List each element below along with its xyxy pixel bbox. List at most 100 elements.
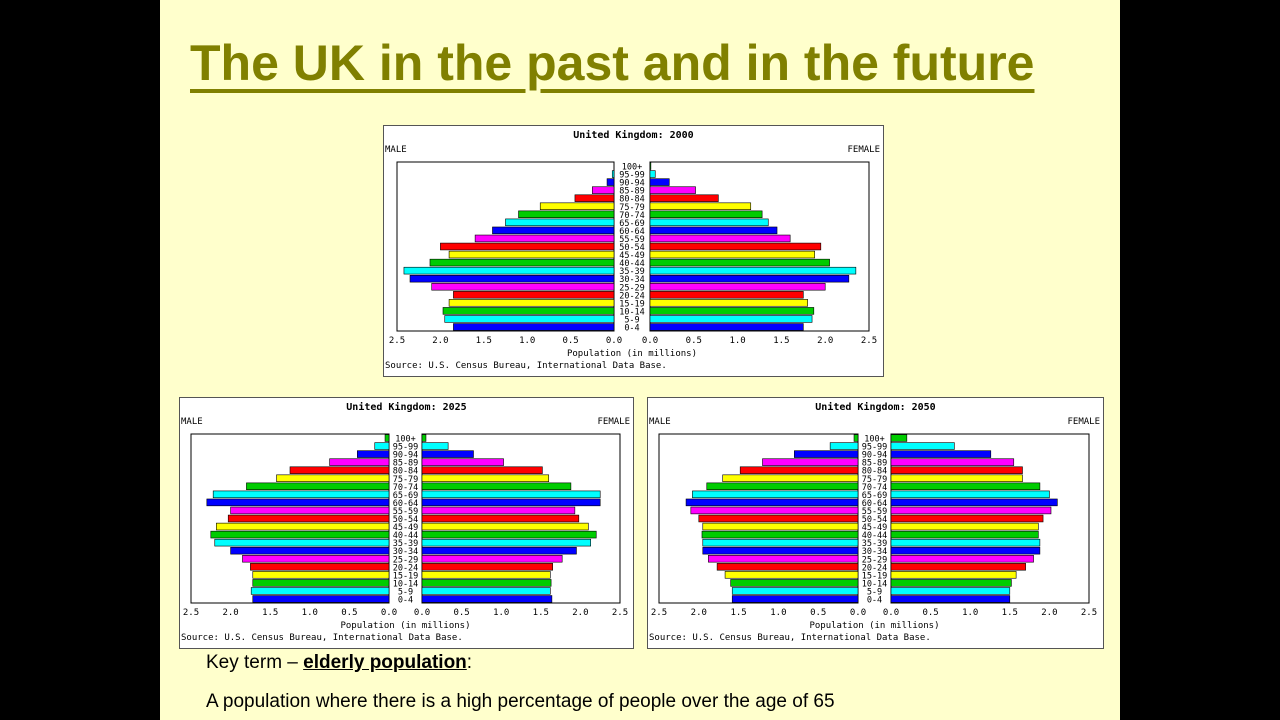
- chart-0-female-bar: [649, 194, 719, 202]
- chart-1-female-bar: [421, 442, 449, 450]
- chart-0-age-label: 25-29: [619, 283, 645, 293]
- chart-2-male-bar: [698, 514, 859, 523]
- chart-0-female-bar: [649, 162, 652, 170]
- chart-1-male-bar: [374, 442, 390, 450]
- chart-0-female-bar: [649, 226, 778, 235]
- chart-2-male-bar: [829, 442, 859, 450]
- chart-0-male-bar: [453, 291, 615, 299]
- chart-0-male-bar: [448, 250, 615, 259]
- chart-1-male-bar: [250, 563, 390, 571]
- chart-1-male-bar: [216, 522, 390, 531]
- chart-1-male-bar: [212, 490, 390, 499]
- chart-2-female-bar: [890, 530, 1039, 539]
- chart-0-age-label: 30-34: [619, 275, 645, 285]
- chart-1-age-label: 5-9: [398, 587, 413, 597]
- chart-2-tick-label: 0.5: [810, 608, 826, 618]
- pyramid-chart-2025: United Kingdom: 2025 MALE FEMALE 0-4 5-9 10-1…: [179, 397, 634, 649]
- chart-0-female-bar: [649, 202, 752, 210]
- chart-1-source: Source: U.S. Census Bureau, Internationa…: [181, 633, 463, 643]
- chart-0-male-bar: [409, 274, 615, 283]
- chart-0-tick-label: 2.5: [389, 336, 405, 346]
- chart-2-age-label: 60-64: [862, 499, 888, 509]
- chart-1-tick-label: 2.5: [183, 608, 199, 618]
- chart-0-age-label: 70-74: [619, 211, 645, 221]
- chart-1-male-bar: [242, 555, 390, 563]
- chart-0-age-label: 55-59: [619, 235, 645, 245]
- chart-0-tick-label: 0.0: [642, 336, 658, 346]
- pyramid-chart-2000-svg: United Kingdom: 2000 MALE FEMALE 0-45-910-1…: [385, 129, 880, 371]
- chart-2-female-bar: [890, 458, 1015, 466]
- chart-2-female-bar: [890, 522, 1039, 531]
- chart-1-age-label: 70-74: [393, 483, 419, 493]
- chart-0-title: United Kingdom: 2000: [573, 129, 693, 141]
- chart-0-male-bar: [518, 210, 615, 219]
- chart-2-title: United Kingdom: 2050: [815, 401, 935, 413]
- chart-0-age-label: 65-69: [619, 219, 645, 229]
- chart-1-female-bar: [421, 506, 576, 515]
- chart-1-male-bar: [246, 482, 390, 491]
- chart-2-age-label: 30-34: [862, 547, 888, 557]
- chart-1-title: United Kingdom: 2025: [346, 401, 466, 413]
- chart-1-tick-label: 1.0: [302, 608, 318, 618]
- chart-0-male-label: MALE: [385, 145, 407, 155]
- chart-1-female-bar: [421, 482, 572, 491]
- chart-1-female-bar: [421, 450, 474, 458]
- chart-1-female-bar: [421, 474, 550, 482]
- chart-1-female-bar: [421, 579, 552, 587]
- chart-2-tick-label: 0.0: [883, 608, 899, 618]
- chart-2-male-bar: [701, 530, 859, 539]
- chart-2-male-bar: [690, 506, 859, 515]
- chart-1-male-bar: [276, 474, 390, 482]
- chart-1-female-bar: [421, 546, 577, 555]
- chart-2-male-bar: [708, 555, 859, 563]
- chart-2-x-axis-label: Population (in millions): [809, 621, 939, 631]
- chart-2-male-bar: [739, 466, 859, 474]
- chart-1-age-label: 90-94: [393, 451, 419, 461]
- chart-2-male-bar: [724, 571, 859, 579]
- chart-1-female-bar: [421, 514, 580, 523]
- chart-0-female-label: FEMALE: [847, 145, 880, 155]
- chart-2-male-bar: [702, 546, 859, 555]
- chart-1-age-label: 20-24: [393, 563, 419, 573]
- key-term: elderly population: [303, 652, 467, 673]
- chart-1-age-label: 60-64: [393, 499, 419, 509]
- chart-2-male-label: MALE: [649, 417, 671, 427]
- chart-2-age-label: 5-9: [867, 587, 882, 597]
- chart-1-age-label: 35-39: [393, 539, 419, 549]
- chart-0-age-label: 90-94: [619, 179, 645, 189]
- chart-2-age-label: 95-99: [862, 443, 888, 453]
- chart-0-tick-label: 0.5: [686, 336, 702, 346]
- chart-1-x-axis-label: Population (in millions): [340, 621, 470, 631]
- chart-0-tick-label: 0.0: [606, 336, 622, 346]
- chart-1-female-bar: [421, 595, 553, 603]
- chart-1-female-label: FEMALE: [597, 417, 630, 427]
- chart-0-female-bar: [649, 178, 670, 186]
- chart-0-female-bar: [649, 210, 763, 219]
- chart-2-age-label: 45-49: [862, 523, 888, 533]
- chart-2-age-label: 65-69: [862, 491, 888, 501]
- chart-2-tick-label: 1.5: [1002, 608, 1018, 618]
- chart-1-age-label: 0-4: [398, 596, 413, 606]
- chart-0-tick-label: 0.5: [562, 336, 578, 346]
- chart-2-female-bar: [890, 514, 1044, 523]
- chart-1-female-bar: [421, 434, 427, 442]
- chart-0-source: Source: U.S. Census Bureau, Internationa…: [385, 361, 667, 371]
- chart-0-tick-label: 2.0: [432, 336, 448, 346]
- chart-0-age-label: 100+: [622, 163, 642, 173]
- chart-2-age-label: 40-44: [862, 531, 888, 541]
- chart-1-tick-label: 0.5: [453, 608, 469, 618]
- key-term-prefix: Key term –: [206, 652, 304, 673]
- chart-0-female-bar: [649, 323, 804, 331]
- chart-0-age-label: 0-4: [624, 324, 639, 334]
- chart-1-female-bar: [421, 530, 597, 539]
- chart-0-female-bar: [649, 274, 850, 283]
- chart-1-age-label: 55-59: [393, 507, 419, 517]
- chart-2-female-bar: [890, 571, 1017, 579]
- chart-0-female-bar: [649, 307, 815, 315]
- chart-2-female-bar: [890, 595, 1011, 603]
- chart-0-male-bar: [539, 202, 615, 210]
- chart-0-age-label: 5-9: [624, 315, 639, 325]
- chart-1-male-bar: [289, 466, 390, 474]
- chart-0-male-bar: [453, 323, 615, 331]
- chart-0-age-label: 45-49: [619, 251, 645, 261]
